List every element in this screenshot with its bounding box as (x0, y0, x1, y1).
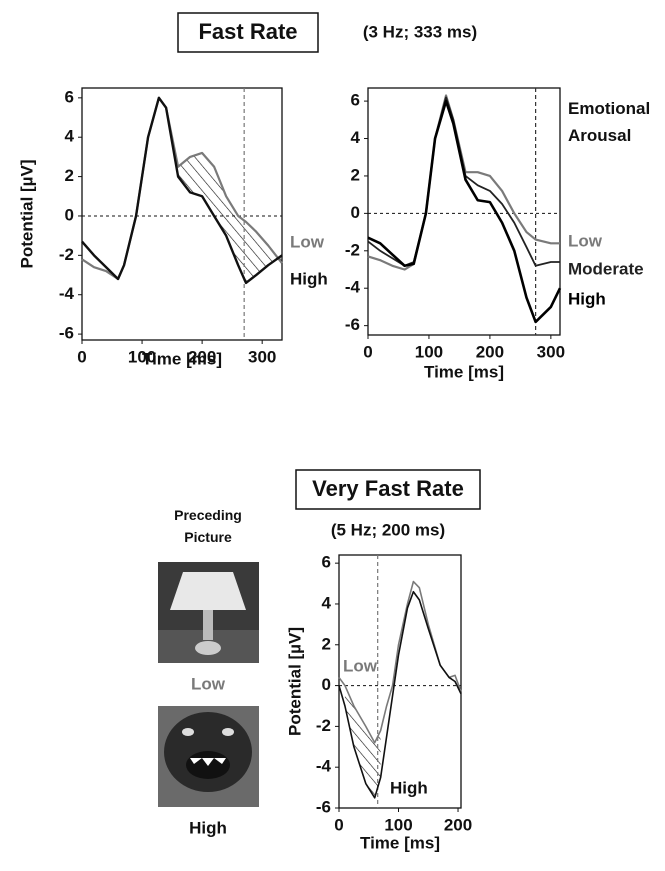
y-tick-label: -6 (316, 797, 331, 816)
y-axis-label: Potential [µV] (17, 160, 36, 269)
y-tick-label: 4 (351, 128, 361, 147)
picture-label: Low (191, 674, 226, 693)
y-tick-label: 2 (65, 166, 74, 185)
y-tick-label: -6 (345, 315, 360, 334)
y-tick-label: -6 (59, 324, 74, 343)
title-box (295, 469, 481, 510)
x-tick-label: 0 (77, 347, 86, 366)
x-tick-label: 300 (248, 347, 276, 366)
series-label: High (390, 778, 428, 797)
series-label: Low (568, 231, 603, 250)
x-axis-label: Time [ms] (142, 349, 222, 368)
legend-title: Emotional Arousal (568, 99, 651, 145)
y-tick-label: -2 (345, 240, 360, 259)
y-tick-label: 4 (65, 127, 75, 146)
y-tick-label: 6 (351, 91, 360, 110)
series-label: High (290, 269, 328, 288)
series-line (367, 96, 560, 267)
y-tick-label: 0 (351, 203, 360, 222)
y-tick-label: 6 (65, 87, 74, 106)
title-box (177, 12, 319, 53)
series-label: Low (343, 656, 378, 675)
chart-title: Fast Rate (198, 19, 297, 44)
x-tick-label: 200 (188, 347, 216, 366)
y-tick-label: -4 (59, 284, 75, 303)
x-tick-label: 100 (384, 815, 412, 834)
chart-title: Very Fast Rate (312, 476, 464, 501)
y-tick-label: -2 (316, 716, 331, 735)
y-tick-label: 0 (65, 205, 74, 224)
difference-hatch (178, 152, 282, 283)
x-axis-label: Time [ms] (360, 833, 440, 852)
plot-frame (367, 87, 561, 336)
series-label: High (568, 289, 606, 308)
x-tick-label: 300 (537, 342, 565, 361)
x-tick-label: 200 (476, 342, 504, 361)
chart-subtitle: (3 Hz; 333 ms) (363, 22, 477, 41)
series-line (81, 96, 283, 285)
series-label: Moderate (568, 259, 644, 278)
difference-hatch (344, 685, 381, 798)
y-axis-label: Potential [µV] (285, 627, 304, 736)
chart-subtitle: (5 Hz; 200 ms) (331, 520, 445, 539)
y-tick-label: 2 (351, 165, 360, 184)
series-label: Low (290, 232, 325, 251)
y-tick-label: -4 (345, 278, 361, 297)
lamp-picture (158, 562, 259, 663)
series-line (367, 94, 560, 271)
y-tick-label: -4 (316, 757, 332, 776)
y-tick-label: 2 (322, 634, 331, 653)
y-tick-label: 0 (322, 675, 331, 694)
y-tick-label: 4 (322, 593, 332, 612)
y-tick-label: 6 (322, 553, 331, 572)
x-tick-label: 0 (334, 815, 343, 834)
plot-frame (81, 87, 283, 341)
picture-label: High (189, 818, 227, 837)
x-tick-label: 100 (128, 347, 156, 366)
dog-picture (158, 706, 259, 807)
x-axis-label: Time [ms] (424, 362, 504, 381)
series-line (338, 590, 462, 799)
x-tick-label: 0 (363, 342, 372, 361)
y-tick-label: -2 (59, 245, 74, 264)
picture-heading: Preceding Picture (174, 507, 242, 545)
x-tick-label: 100 (415, 342, 443, 361)
x-tick-label: 200 (444, 815, 472, 834)
series-line (367, 99, 562, 324)
plot-frame (338, 554, 462, 809)
